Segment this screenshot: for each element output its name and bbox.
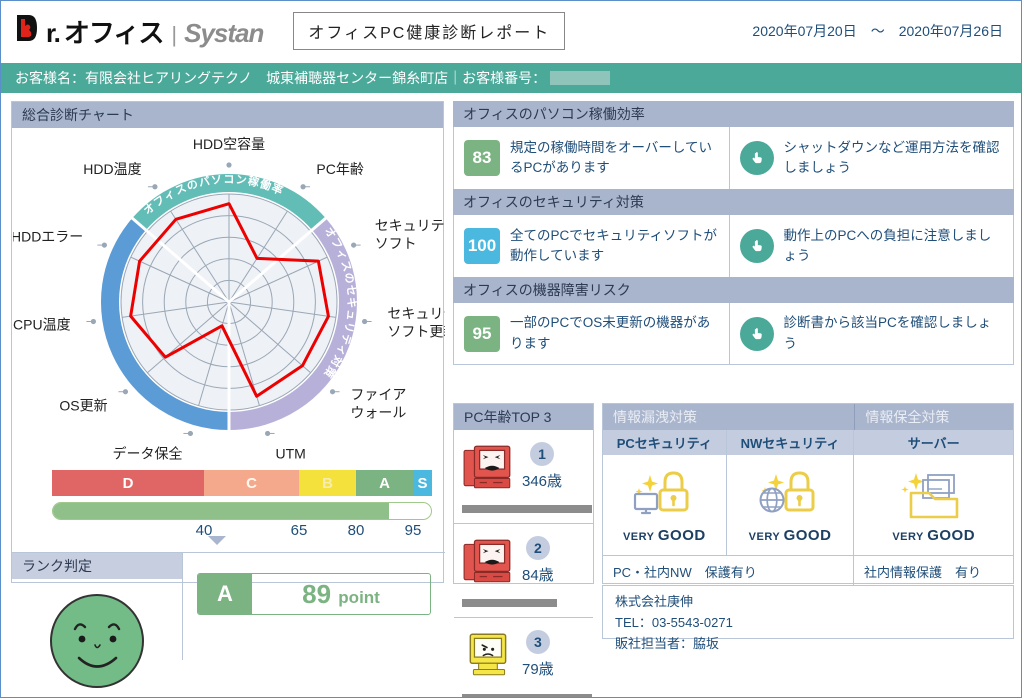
- svg-text:HDD空容量: HDD空容量: [192, 136, 264, 152]
- svg-text:セキュリティ: セキュリティ: [387, 306, 445, 322]
- svg-text:HDDエラー: HDDエラー: [13, 228, 83, 244]
- svg-text:ソフト更新: ソフト更新: [387, 324, 445, 340]
- svg-text:セキュリティ: セキュリティ: [374, 217, 444, 233]
- svg-text:HDD温度: HDD温度: [83, 161, 141, 177]
- svg-text:CPU温度: CPU温度: [13, 317, 71, 333]
- svg-text:OS更新: OS更新: [59, 398, 107, 414]
- svg-text:PC年齢: PC年齢: [316, 161, 363, 177]
- svg-text:UTM: UTM: [275, 446, 305, 462]
- svg-text:ソフト: ソフト: [374, 235, 416, 251]
- svg-text:ファイア: ファイア: [350, 387, 406, 403]
- svg-text:ウォール: ウォール: [350, 405, 406, 421]
